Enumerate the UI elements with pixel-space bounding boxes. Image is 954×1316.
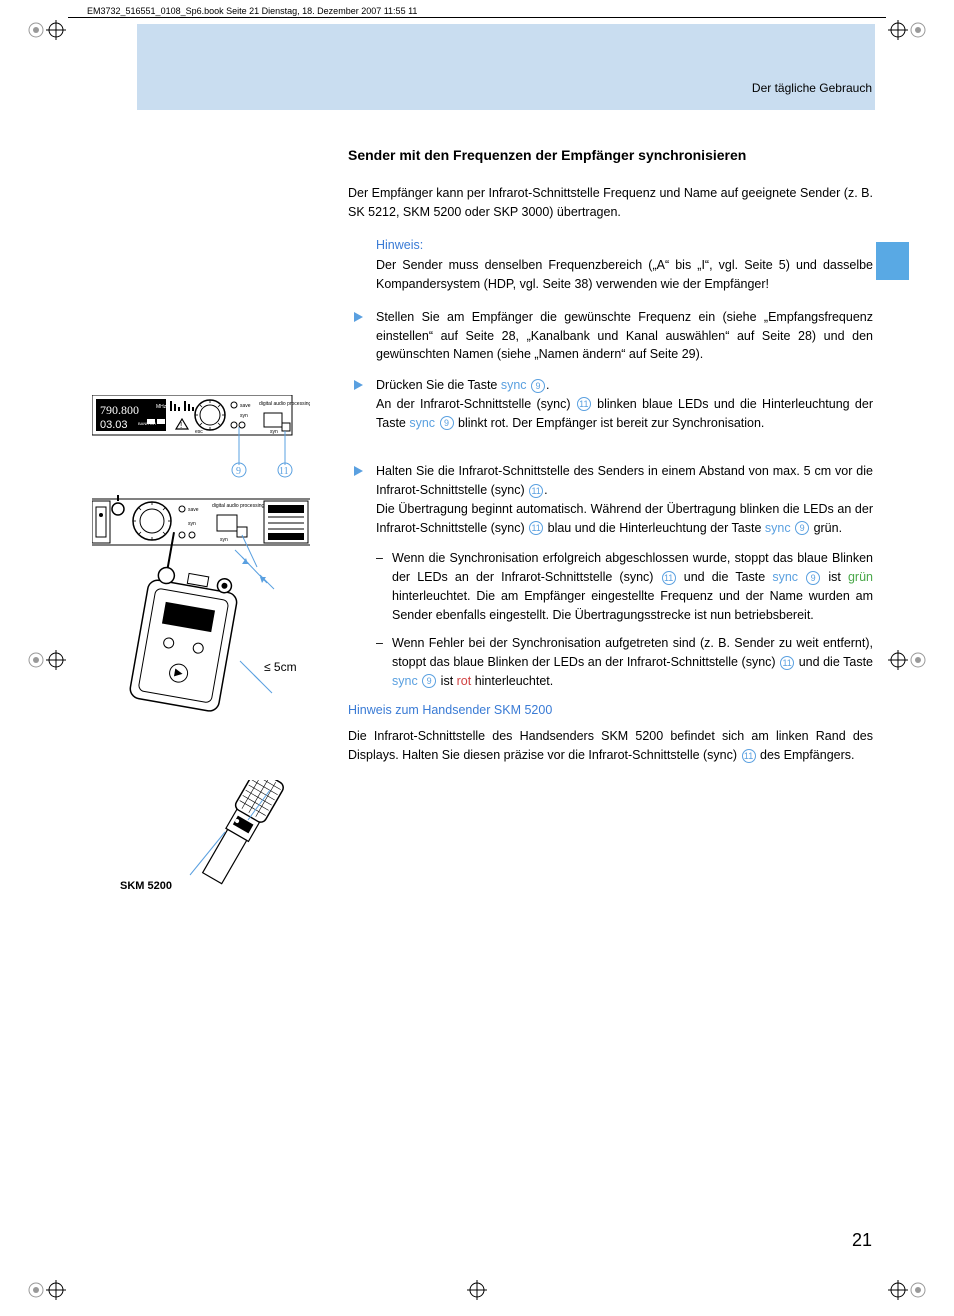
hinweis-2-label: Hinweis zum Handsender SKM 5200 — [348, 701, 873, 720]
section-title: Der tägliche Gebrauch — [752, 81, 872, 95]
figure-skm-5200: SKM 5200 — [170, 780, 310, 912]
crop-mark-tl — [28, 6, 68, 46]
svg-text:9: 9 — [236, 466, 241, 477]
dash-1: Wenn die Synchronisation erfolgreich abg… — [348, 549, 873, 624]
svg-text:save: save — [188, 507, 199, 513]
figure-receiver-panel: 790.800 MHz 03.03 BANK CH ! esc save syn — [92, 395, 310, 482]
ref-11: 11 — [780, 656, 794, 670]
svg-text:11: 11 — [279, 466, 289, 477]
svg-text:save: save — [240, 403, 251, 409]
step-1-text: Stellen Sie am Empfänger die gewünschte … — [376, 310, 873, 362]
step-2: Drücken Sie die Taste sync 9. An der Inf… — [348, 376, 873, 432]
header-rule — [68, 17, 886, 18]
crop-mark-br — [886, 1270, 926, 1310]
svg-text:esc: esc — [195, 429, 203, 435]
svg-text:digital audio processing: digital audio processing — [212, 503, 264, 509]
svg-text:03.03: 03.03 — [100, 419, 128, 431]
display-freq: 790.800 — [100, 403, 139, 417]
crop-mark-ml — [28, 640, 68, 680]
ref-9: 9 — [422, 674, 436, 688]
crop-mark-bc — [457, 1270, 497, 1310]
step-3: Halten Sie die Infrarot-Schnittstelle de… — [348, 462, 873, 537]
ref-11: 11 — [742, 749, 756, 763]
triangle-bullet-icon — [354, 466, 363, 476]
side-blue-tab — [876, 242, 909, 280]
crop-mark-mr — [886, 640, 926, 680]
intro-paragraph: Der Empfänger kann per Infrarot-Schnitts… — [348, 184, 873, 222]
step-1: Stellen Sie am Empfänger die gewünschte … — [348, 308, 873, 364]
svg-text:syn: syn — [220, 537, 228, 543]
step-2-line1: Drücken Sie die Taste sync 9. — [376, 378, 550, 392]
figure-transmitter-sync: save syn digital audio processing syn — [92, 495, 310, 727]
svg-text:syn: syn — [270, 429, 278, 435]
hinweis-text: Der Sender muss denselben Frequenzbereic… — [376, 256, 873, 294]
crop-mark-tr — [886, 6, 926, 46]
ref-9: 9 — [795, 521, 809, 535]
page-number: 21 — [852, 1230, 872, 1251]
skm-label: SKM 5200 — [120, 880, 172, 892]
hinweis-block-1: Hinweis: Der Sender muss denselben Frequ… — [376, 236, 873, 294]
ref-11: 11 — [529, 484, 543, 498]
ref-11: 11 — [529, 521, 543, 535]
ref-9: 9 — [531, 379, 545, 393]
step-3-block: Halten Sie die Infrarot-Schnittstelle de… — [376, 464, 873, 534]
ref-11: 11 — [577, 397, 591, 411]
hinweis-2-text: Die Infrarot-Schnittstelle des Handsende… — [348, 727, 873, 765]
svg-text:≤ 5cm: ≤ 5cm — [264, 660, 297, 674]
heading: Sender mit den Frequenzen der Empfänger … — [348, 145, 873, 166]
ref-11: 11 — [662, 571, 676, 585]
step-2-line2: An der Infrarot-Schnittstelle (sync) 11 … — [376, 397, 873, 430]
svg-text:MHz: MHz — [156, 404, 167, 410]
ref-9: 9 — [440, 416, 454, 430]
crop-mark-bl — [28, 1270, 68, 1310]
header-blue-block — [137, 24, 875, 110]
svg-text:syn: syn — [188, 521, 196, 527]
content-column: Sender mit den Frequenzen der Empfänger … — [348, 145, 873, 779]
header-meta-text: EM3732_516551_0108_Sp6.book Seite 21 Die… — [87, 6, 417, 16]
hinweis-label: Hinweis: — [376, 236, 873, 255]
svg-text:!: ! — [180, 421, 182, 430]
triangle-bullet-icon — [354, 312, 363, 322]
triangle-bullet-icon — [354, 380, 363, 390]
dash-2: Wenn Fehler bei der Synchronisation aufg… — [348, 634, 873, 690]
svg-text:digital audio processing: digital audio processing — [259, 401, 310, 407]
svg-text:syn: syn — [240, 413, 248, 419]
ref-9: 9 — [806, 571, 820, 585]
